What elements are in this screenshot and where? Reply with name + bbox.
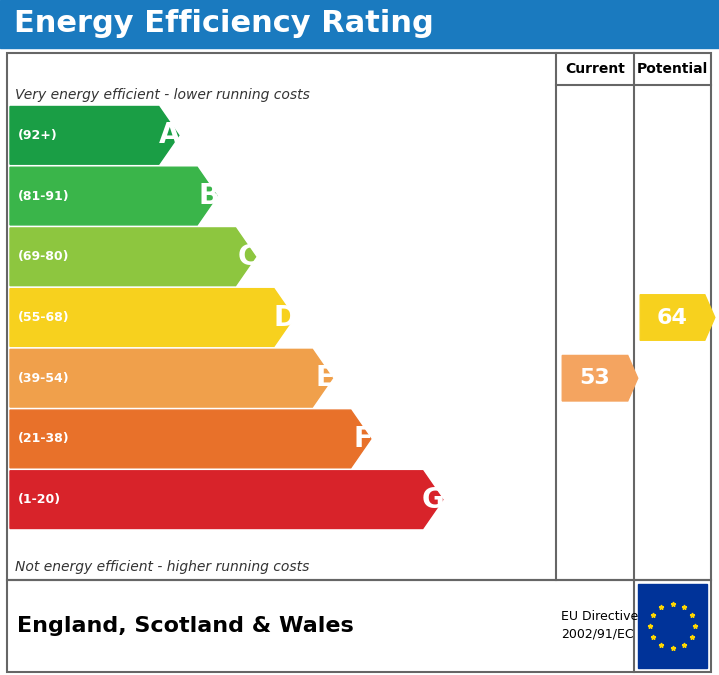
Polygon shape	[10, 228, 255, 286]
Bar	[7, 53, 711, 580]
Bar	[638, 584, 707, 668]
Text: Current: Current	[565, 62, 625, 76]
Polygon shape	[10, 167, 217, 225]
Polygon shape	[10, 107, 179, 164]
Text: B: B	[198, 182, 219, 210]
Text: EU Directive: EU Directive	[561, 610, 638, 622]
Text: Potential: Potential	[637, 62, 708, 76]
Text: 2002/91/EC: 2002/91/EC	[561, 628, 633, 641]
Bar	[0, 0, 719, 48]
Text: G: G	[422, 485, 445, 514]
Text: Very energy efficient - lower running costs: Very energy efficient - lower running co…	[15, 88, 310, 102]
Polygon shape	[10, 350, 332, 407]
Text: (69-80): (69-80)	[18, 250, 70, 263]
Text: A: A	[160, 122, 180, 149]
Polygon shape	[10, 470, 443, 529]
Bar	[7, 580, 711, 672]
Text: D: D	[273, 304, 296, 331]
Text: 53: 53	[580, 369, 610, 388]
Text: C: C	[237, 243, 257, 271]
Text: (81-91): (81-91)	[18, 190, 70, 202]
Text: E: E	[316, 364, 334, 392]
Text: F: F	[354, 425, 372, 453]
Text: 64: 64	[657, 308, 688, 327]
Polygon shape	[10, 410, 371, 468]
Text: Energy Efficiency Rating: Energy Efficiency Rating	[14, 9, 434, 38]
Text: England, Scotland & Wales: England, Scotland & Wales	[17, 616, 354, 636]
Text: (92+): (92+)	[18, 129, 58, 142]
Text: (39-54): (39-54)	[18, 372, 70, 385]
Polygon shape	[562, 356, 638, 401]
Text: (21-38): (21-38)	[18, 433, 70, 446]
Polygon shape	[10, 289, 294, 346]
Text: (1-20): (1-20)	[18, 493, 61, 506]
Text: (55-68): (55-68)	[18, 311, 70, 324]
Text: Not energy efficient - higher running costs: Not energy efficient - higher running co…	[15, 560, 309, 574]
Polygon shape	[640, 295, 715, 340]
